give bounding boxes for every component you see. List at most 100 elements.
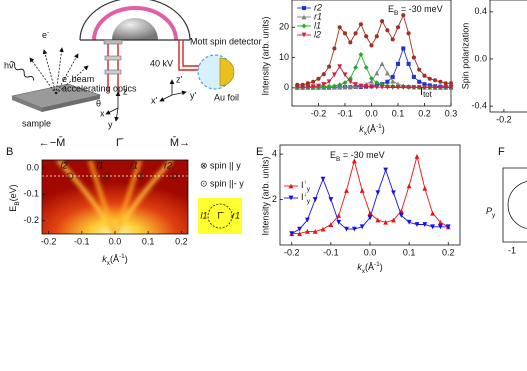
marker xyxy=(336,213,342,218)
marker xyxy=(400,85,406,90)
marker xyxy=(427,85,433,90)
marker xyxy=(390,85,396,90)
x-tick-label: -0.2 xyxy=(311,108,327,118)
marker xyxy=(358,52,364,57)
x-tick-label: -0.2 xyxy=(496,114,512,124)
text-part: E xyxy=(330,150,336,160)
inset-label: Γ̄ xyxy=(218,210,225,220)
annotation: EB = -30 meV xyxy=(330,150,385,162)
text-part: E xyxy=(8,206,18,212)
axis-title: kx(Å-1) xyxy=(359,123,385,137)
axis-title: Spin polarization xyxy=(460,23,470,90)
marker xyxy=(347,79,353,85)
text-part: y xyxy=(307,198,311,205)
text-part: I xyxy=(301,192,304,202)
marker xyxy=(353,82,358,87)
legend-entry: r1 xyxy=(314,11,322,21)
marker xyxy=(432,85,438,90)
label: e- beam xyxy=(62,73,94,85)
marker xyxy=(401,46,406,51)
legend-entry: l2 xyxy=(314,29,321,39)
branch-label: l1 xyxy=(96,160,103,170)
spin-symbol xyxy=(102,172,110,180)
label: sample xyxy=(22,118,51,128)
text-part: k xyxy=(102,254,107,264)
text-part: y xyxy=(492,212,496,219)
text-part: -1 xyxy=(374,261,380,268)
marker xyxy=(321,82,327,87)
schematic xyxy=(9,0,235,122)
text-part: - xyxy=(67,73,69,80)
marker xyxy=(310,84,316,90)
marker xyxy=(353,65,358,70)
y-tick-label: -0.1 xyxy=(23,189,39,199)
marker xyxy=(438,224,443,230)
text-part: ↓ xyxy=(304,191,307,198)
marker xyxy=(358,83,364,89)
f-circle xyxy=(507,181,527,229)
y-tick-label: 10 xyxy=(279,52,289,62)
marker xyxy=(312,228,318,234)
text-part: ) xyxy=(125,254,128,264)
series-line xyxy=(297,53,451,88)
text-part: - xyxy=(47,29,49,36)
legend-marker xyxy=(288,183,294,189)
text-part: k xyxy=(359,124,364,134)
marker xyxy=(385,85,390,90)
marker xyxy=(417,79,422,84)
marker xyxy=(438,85,443,90)
marker xyxy=(332,46,337,51)
marker xyxy=(390,74,395,79)
text-part: I xyxy=(301,180,304,190)
marker xyxy=(351,226,357,232)
legend-entry: I↑y xyxy=(301,179,311,193)
label: e- xyxy=(42,29,49,41)
legend-marker xyxy=(301,14,307,20)
f-frame xyxy=(502,167,527,243)
marker xyxy=(395,61,401,66)
text-part: P xyxy=(486,206,492,216)
marker xyxy=(433,78,438,83)
y-tick-label: 0.0 xyxy=(26,162,39,172)
marker xyxy=(411,55,416,60)
marker xyxy=(305,84,311,90)
y-tick-label: -0.2 xyxy=(23,215,39,225)
x-tick-label: 0.2 xyxy=(442,247,455,257)
marker xyxy=(385,70,390,76)
axis-title: Intensity (arb. units) xyxy=(260,156,270,235)
marker xyxy=(305,81,310,86)
text-part: B xyxy=(14,201,21,205)
marker xyxy=(326,79,332,85)
marker xyxy=(443,81,448,86)
marker xyxy=(411,85,417,90)
marker xyxy=(406,183,412,189)
marker xyxy=(390,37,395,42)
marker xyxy=(320,226,326,232)
marker xyxy=(363,84,369,90)
marker xyxy=(416,85,422,90)
axis-title: EB(eV) xyxy=(8,184,20,211)
text-part: B xyxy=(394,10,398,17)
text-part: ) xyxy=(380,262,383,272)
marker xyxy=(430,224,436,230)
symmetry-label: Γ̄ xyxy=(116,137,124,149)
marker xyxy=(320,176,326,182)
marker xyxy=(351,158,357,164)
x-tick-label: 0.2 xyxy=(175,236,188,246)
text-part: k xyxy=(357,262,362,272)
arpes-image xyxy=(42,160,188,234)
text-part: I xyxy=(420,86,423,98)
axis-title: kx(Å-1) xyxy=(102,253,128,267)
marker xyxy=(358,22,363,27)
text-part: -1 xyxy=(119,253,125,260)
text-part: = -30 meV xyxy=(340,150,384,160)
marker xyxy=(367,215,373,221)
x-tick-label: 0.0 xyxy=(364,247,377,257)
marker xyxy=(332,83,337,89)
spin-symbol xyxy=(66,172,74,180)
branch-label: r2 xyxy=(164,160,172,170)
marker xyxy=(327,64,332,69)
y-tick-label: 4 xyxy=(272,148,277,158)
inset-label: r1 xyxy=(232,210,240,220)
